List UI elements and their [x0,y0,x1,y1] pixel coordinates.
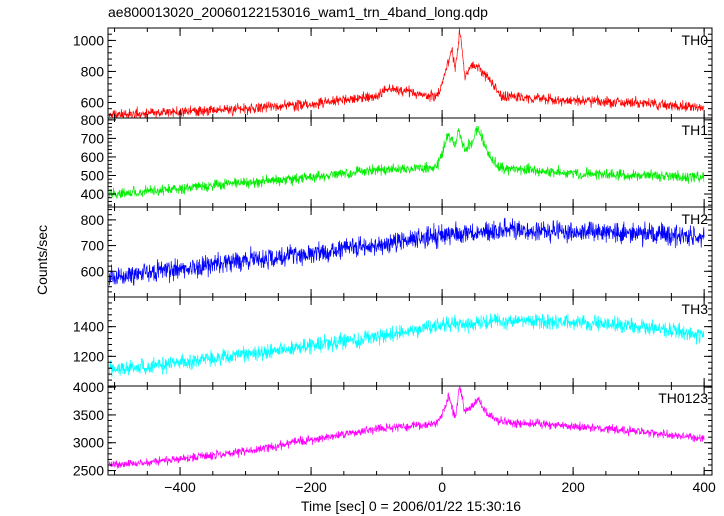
y-axis-label: Counts/sec [34,225,50,295]
y-tick-label: 3000 [73,435,104,451]
x-tick-label: −200 [295,479,327,495]
panels-group: 600 800 1000 TH0 400 500 600 700 800 TH1 600 700 800… [73,27,713,479]
y-tick-label: 4000 [73,379,104,395]
y-tick-label: 600 [81,263,105,279]
series-line-th2 [108,217,705,286]
y-tick-label: 1400 [73,319,104,335]
y-tick-label: 600 [81,149,105,165]
panel-frame [107,385,713,476]
y-tick-label: 800 [81,112,105,128]
y-tick-label: 1000 [73,32,104,48]
y-tick-label: 600 [81,94,105,110]
series-line-th3 [108,313,705,378]
panel-th0123: 2500 3000 3500 4000 TH0123 [73,379,713,479]
y-tick-label: 800 [81,63,105,79]
panel-frame [107,117,713,208]
panel-th3: 1200 1400 TH3 [73,296,713,387]
y-tick-label: 2500 [73,463,104,479]
x-tick-label: 0 [438,479,446,495]
x-tick-label: −400 [164,479,196,495]
series-line-th1 [108,125,705,199]
panel-label-th3: TH3 [682,301,709,317]
x-axis-label: Time [sec] 0 = 2006/01/22 15:30:16 [301,498,521,514]
y-tick-label: 800 [81,212,105,228]
y-tick-label: 400 [81,186,105,202]
y-tick-label: 700 [81,130,105,146]
panel-th1: 400 500 600 700 800 TH1 [81,112,713,208]
y-tick-label: 500 [81,167,105,183]
panel-frame [107,206,713,298]
panel-label-th2: TH2 [682,211,709,227]
panel-label-th0: TH0 [682,32,709,48]
panel-th0: 600 800 1000 TH0 [73,27,713,119]
chart-title: ae800013020_20060122153016_wam1_trn_4ban… [108,4,488,20]
y-tick-label: 3500 [73,407,104,423]
x-tick-label: 400 [692,479,716,495]
panel-frame [107,296,713,387]
y-tick-label: 1200 [73,348,104,364]
series-line-th0 [108,28,705,119]
x-axis-tick-labels: −400 −200 0 200 400 [164,479,716,495]
panel-label-th1: TH1 [682,122,709,138]
series-line-th0123 [108,385,705,469]
panel-th2: 600 700 800 TH2 [81,206,713,298]
y-tick-label: 700 [81,238,105,254]
panel-label-th0123: TH0123 [658,390,708,406]
x-tick-label: 200 [561,479,585,495]
